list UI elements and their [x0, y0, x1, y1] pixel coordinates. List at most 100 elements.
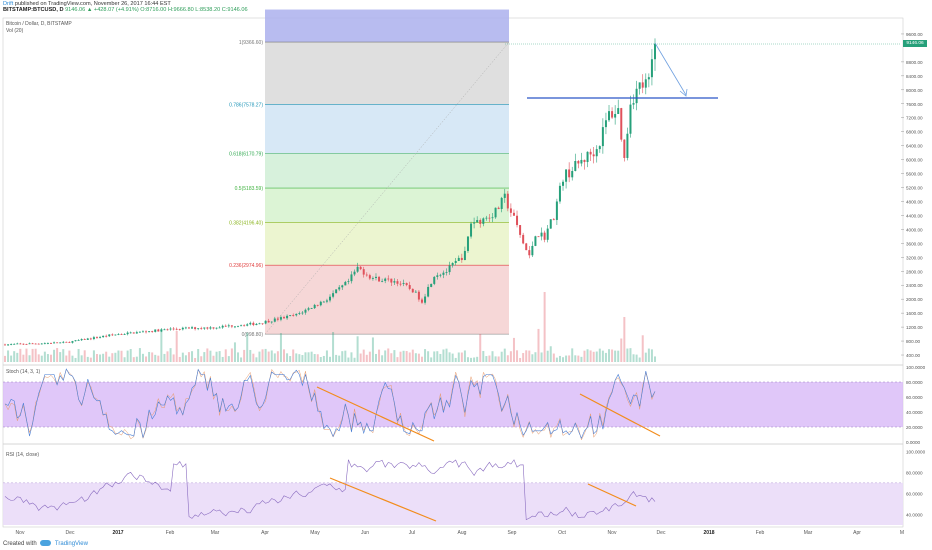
- volume-bar: [650, 349, 653, 362]
- candle-body: [181, 327, 184, 330]
- candle-body: [577, 161, 580, 164]
- candle-body: [503, 193, 506, 198]
- candle-body: [114, 334, 117, 336]
- x-axis-label: Apr: [853, 530, 861, 536]
- volume-bar: [384, 350, 387, 362]
- candle-body: [356, 266, 359, 272]
- candle-body: [298, 313, 301, 314]
- volume-bar: [243, 349, 246, 362]
- candle-body: [86, 338, 89, 340]
- candle-body: [411, 288, 414, 293]
- volume-bar: [135, 356, 138, 362]
- candle-body: [488, 217, 491, 219]
- fib-label: 0(998.80): [242, 332, 264, 338]
- chart-header: Drift published on TradingView.com, Nove…: [0, 0, 932, 18]
- candle-body: [221, 325, 224, 328]
- candle-body: [117, 334, 120, 335]
- volume-bar: [289, 356, 292, 362]
- volume-bar: [617, 350, 620, 362]
- candle-body: [258, 323, 261, 325]
- candle-body: [194, 327, 197, 330]
- candle-body: [390, 278, 393, 283]
- author-link[interactable]: Drift: [3, 1, 14, 7]
- candle-body: [301, 312, 304, 314]
- candle-body: [267, 320, 270, 323]
- symbol-label: BITSTAMP:BTCUSD, D: [3, 7, 64, 14]
- price-tick-label: 1600.00: [906, 311, 923, 316]
- tradingview-link[interactable]: TradingView: [54, 541, 88, 547]
- candle-body: [77, 340, 80, 341]
- candle-body: [654, 43, 656, 60]
- x-axis-label: Oct: [558, 530, 566, 536]
- volume-bar: [95, 354, 98, 362]
- volume-bar: [632, 354, 635, 362]
- volume-bar: [129, 349, 132, 362]
- volume-bar: [353, 357, 356, 362]
- candle-body: [534, 236, 537, 246]
- volume-bar: [402, 350, 405, 362]
- volume-bar: [126, 350, 129, 362]
- volume-bar: [141, 353, 144, 362]
- volume-bar: [476, 356, 479, 362]
- volume-bar: [200, 356, 203, 362]
- candle-body: [393, 281, 396, 283]
- footer-text: Created with: [3, 541, 37, 547]
- candle-body: [4, 344, 6, 346]
- volume-bar: [43, 351, 46, 362]
- fib-label: 0.786(7578.27): [229, 103, 263, 109]
- volume-bar: [647, 348, 650, 362]
- volume-bar: [114, 352, 117, 362]
- volume-bar: [479, 333, 482, 362]
- volume-bar: [654, 356, 656, 362]
- x-axis-label: May: [310, 530, 320, 536]
- candle-body: [169, 328, 172, 330]
- volume-bar: [270, 350, 273, 362]
- price-tick-label: 4000.00: [906, 227, 923, 232]
- volume-bar: [555, 357, 558, 362]
- candle-body: [414, 291, 417, 293]
- candle-body: [341, 285, 344, 288]
- volume-bar: [325, 350, 328, 362]
- volume-bar: [396, 357, 399, 362]
- volume-bar: [273, 353, 276, 362]
- volume-bar: [598, 348, 601, 362]
- price-tick-label: 2400.00: [906, 283, 923, 288]
- candle-body: [402, 283, 405, 284]
- volume-bar: [31, 348, 34, 362]
- volume-bar: [390, 353, 393, 362]
- candle-body: [187, 327, 190, 329]
- candle-body: [473, 222, 476, 224]
- candle-body: [22, 343, 25, 345]
- candle-body: [368, 275, 371, 279]
- volume-bar: [10, 355, 13, 362]
- candle-body: [381, 280, 384, 282]
- stoch-tick-label: 100.0000: [906, 365, 926, 370]
- candle-body: [374, 276, 377, 279]
- candle-body: [562, 181, 565, 186]
- candle-body: [74, 340, 77, 342]
- volume-bar: [4, 355, 6, 362]
- candle-body: [329, 296, 331, 301]
- volume-bar: [172, 354, 175, 362]
- volume-bar: [298, 354, 301, 362]
- candle-body: [598, 146, 601, 150]
- volume-bar: [338, 355, 341, 362]
- candle-body: [92, 337, 95, 340]
- volume-bar: [436, 351, 439, 362]
- chart-canvas[interactable]: 1(9366.60) 0.786(7578.27) 0.618(6170.79) 0.…: [0, 0, 932, 538]
- candle-body: [457, 257, 460, 261]
- x-axis-label: Aug: [458, 530, 467, 536]
- candle-body: [470, 223, 473, 237]
- volume-bar: [448, 352, 451, 362]
- candle-body: [617, 108, 620, 115]
- candle-body: [252, 322, 255, 326]
- last-price-badge: 9146.06: [903, 40, 927, 47]
- candle-body: [568, 169, 571, 178]
- candle-body: [270, 321, 273, 323]
- candle-body: [71, 341, 74, 343]
- candle-body: [365, 274, 368, 276]
- candle-body: [289, 315, 292, 316]
- candle-body: [531, 245, 534, 256]
- volume-bar: [215, 351, 218, 362]
- volume-bar: [378, 349, 381, 362]
